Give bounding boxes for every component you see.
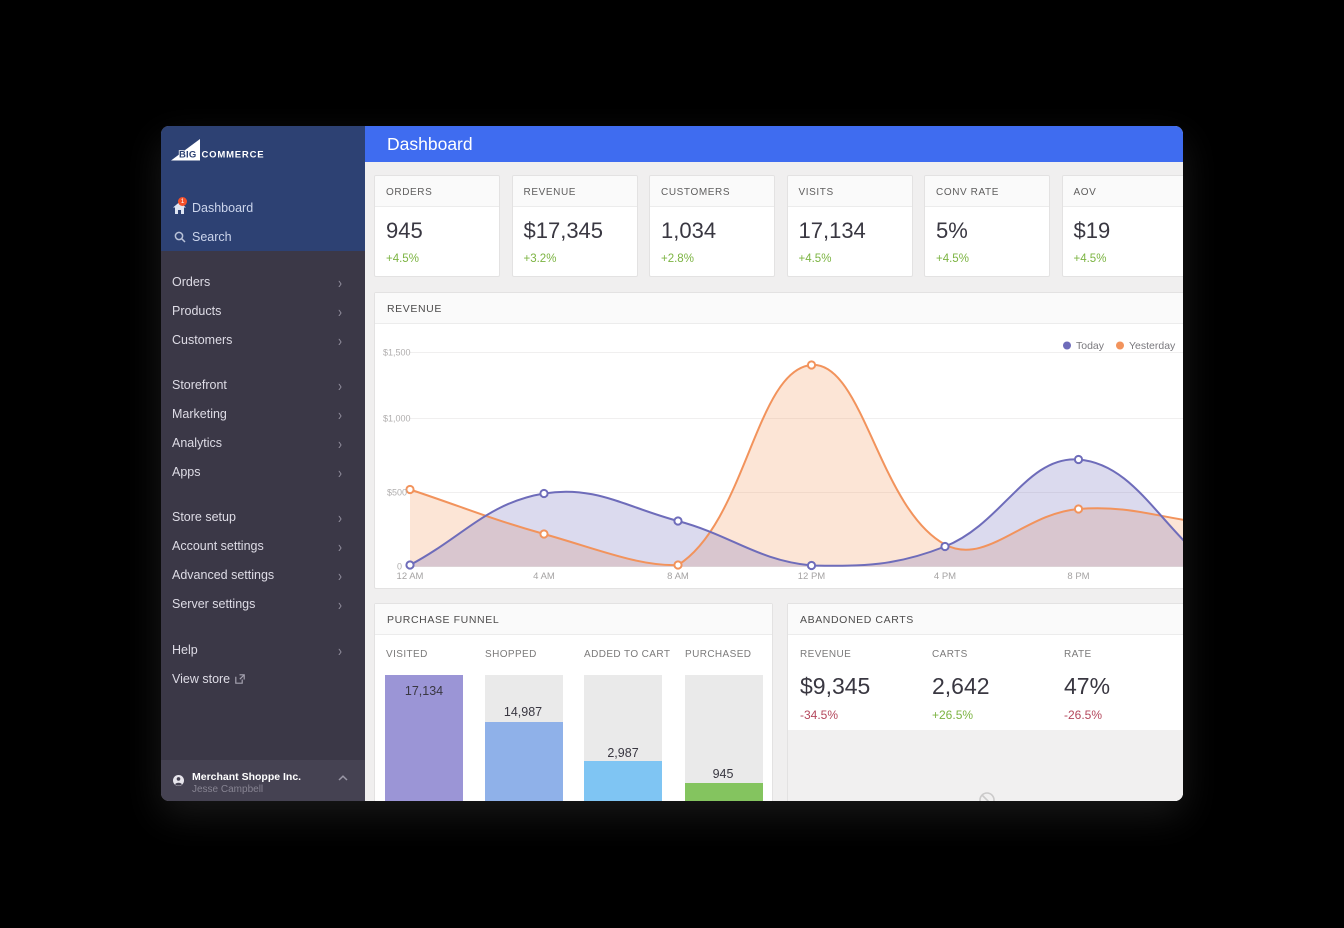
- svg-text:12 AM: 12 AM: [397, 571, 424, 582]
- svg-text:12 PM: 12 PM: [798, 571, 826, 582]
- svg-text:$1,500: $1,500: [383, 348, 411, 358]
- svg-text:4 AM: 4 AM: [533, 571, 555, 582]
- svg-text:Today: Today: [1076, 340, 1105, 352]
- svg-text:$1,000: $1,000: [383, 414, 411, 424]
- svg-text:BIG: BIG: [179, 150, 197, 161]
- svg-text:8 AM: 8 AM: [667, 571, 689, 582]
- svg-text:0: 0: [397, 562, 402, 572]
- svg-text:$500: $500: [387, 488, 407, 498]
- svg-text:4 PM: 4 PM: [934, 571, 956, 582]
- svg-text:Yesterday: Yesterday: [1129, 340, 1176, 352]
- svg-text:8 PM: 8 PM: [1067, 571, 1089, 582]
- svg-text:COMMERCE: COMMERCE: [202, 150, 265, 161]
